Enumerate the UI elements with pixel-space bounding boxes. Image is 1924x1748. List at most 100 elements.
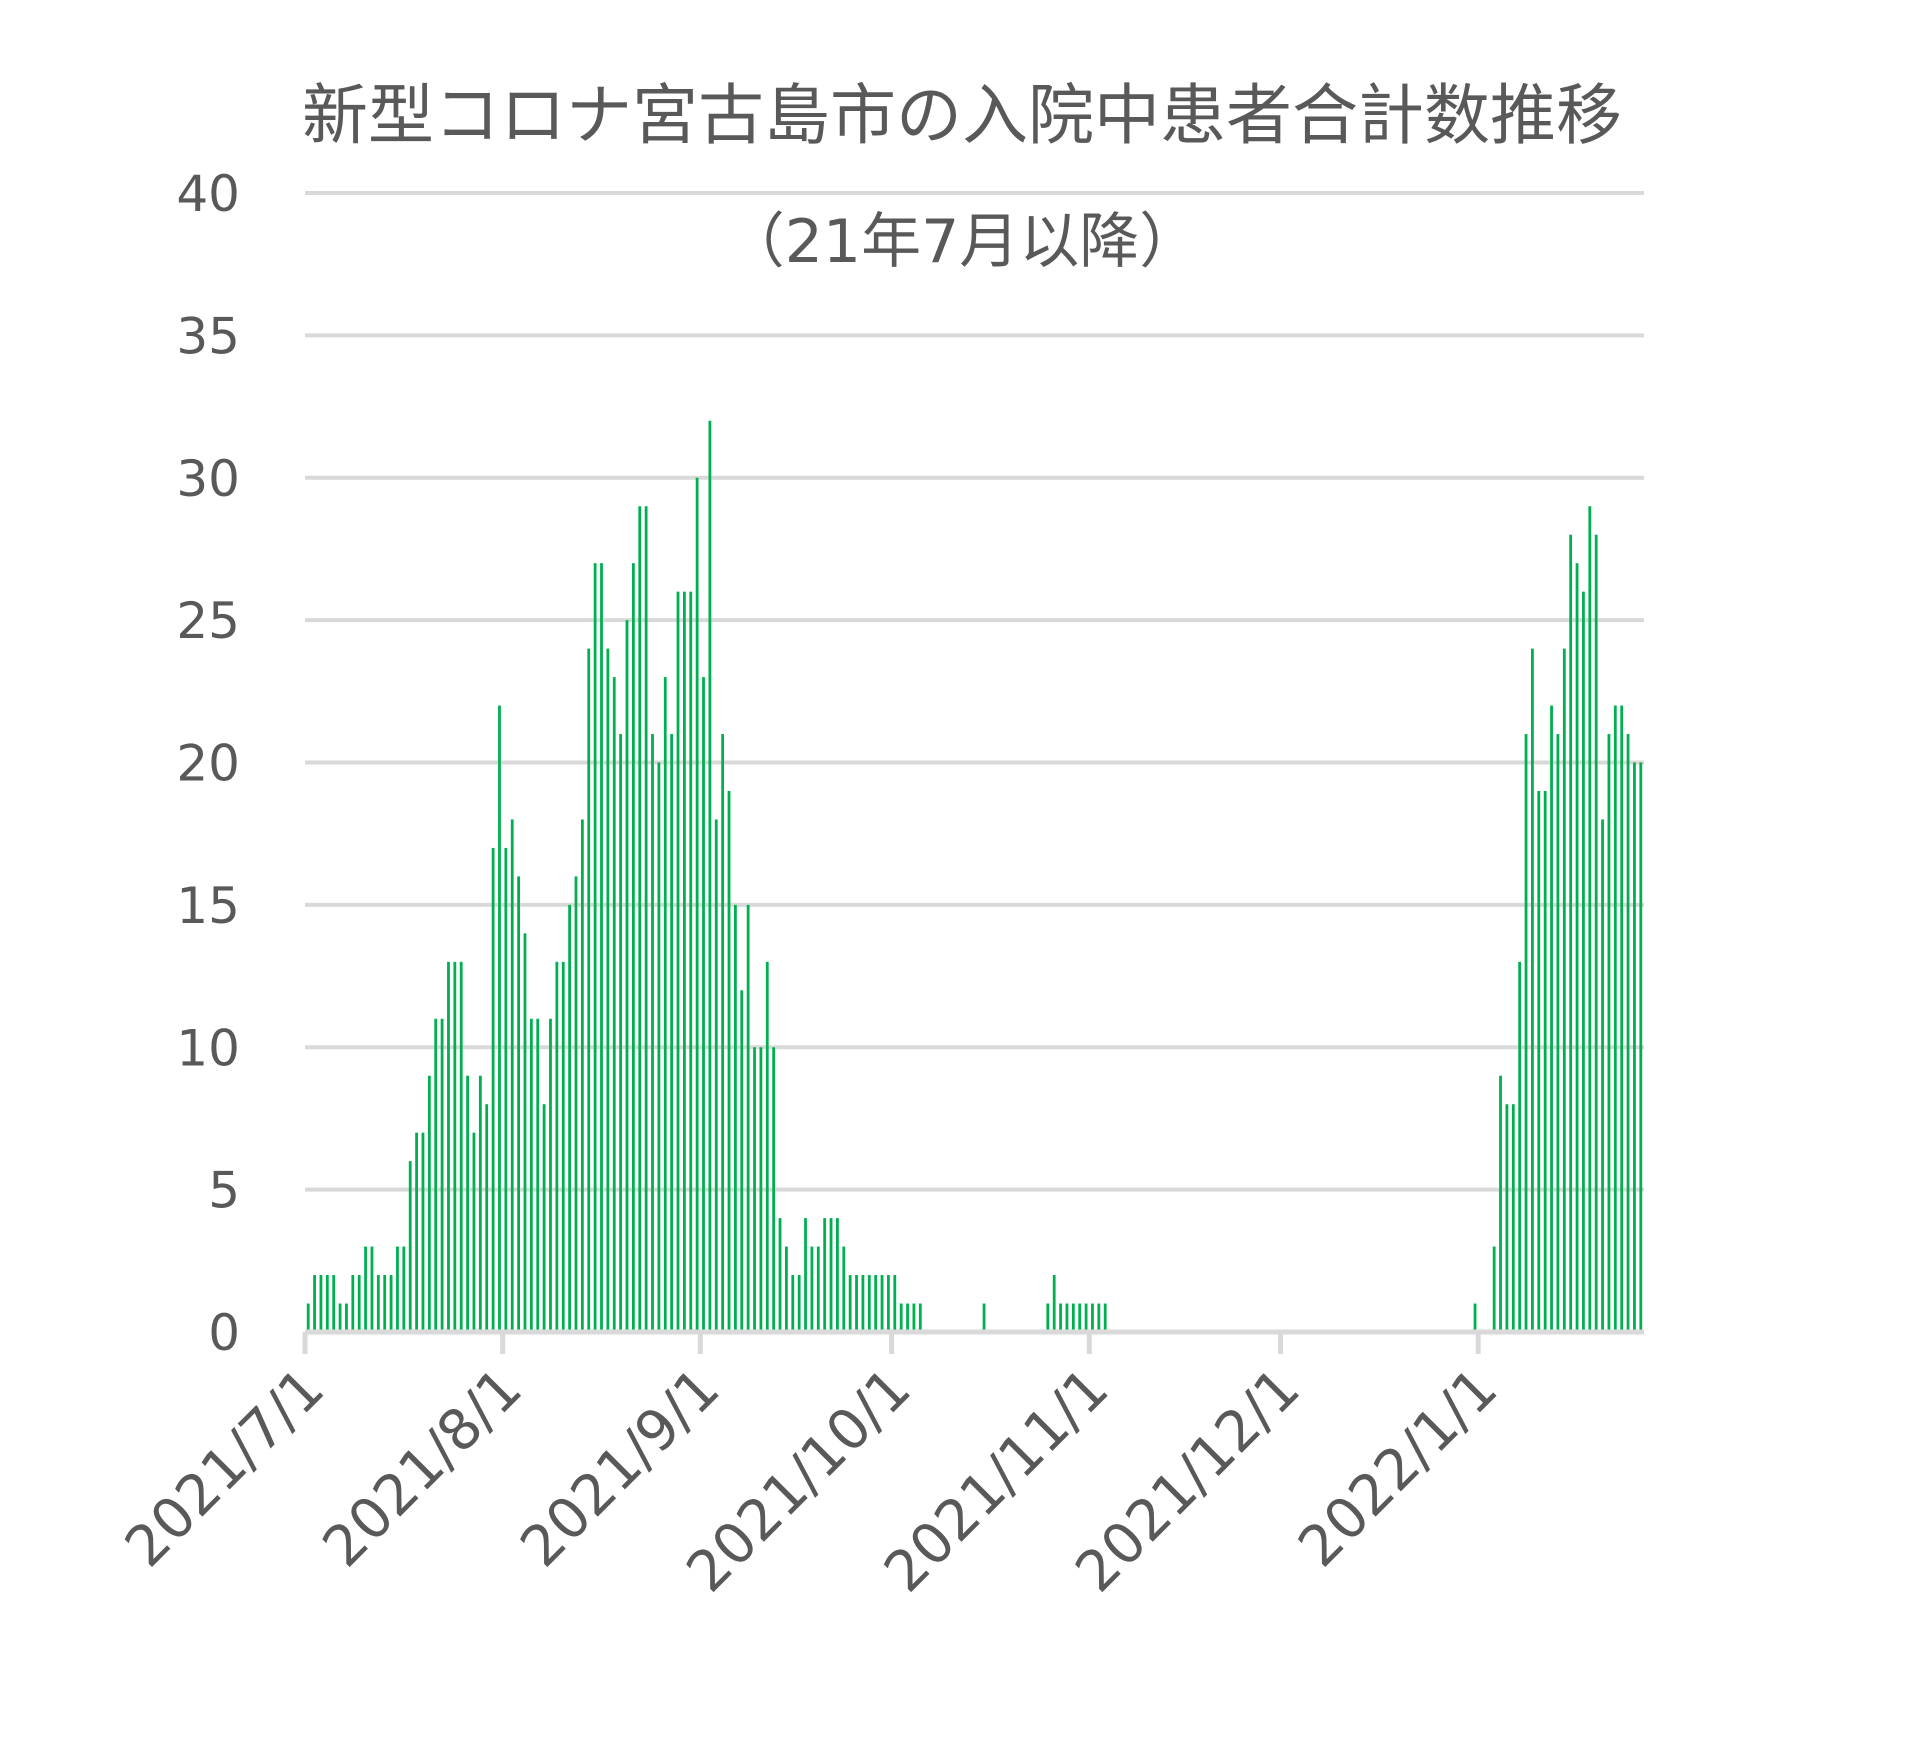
bar [1524,734,1528,1332]
bar [523,933,527,1332]
bar [561,961,565,1332]
bar [529,1018,533,1332]
bar [682,591,686,1332]
bar [842,1246,846,1332]
bar [325,1275,329,1332]
bar [587,648,591,1332]
bar [504,847,508,1332]
bar [1550,705,1553,1332]
bar [1562,648,1566,1332]
bar [899,1303,903,1332]
bar [415,1132,418,1332]
bar [485,1104,489,1332]
bar [517,876,521,1332]
bar [1531,648,1534,1332]
bar [867,1275,871,1332]
bar [345,1303,348,1332]
bar [574,876,578,1332]
y-tick-label: 0 [208,1304,240,1362]
bar [829,1218,833,1332]
bar [1511,1104,1515,1332]
y-tick-label: 35 [176,307,240,365]
bar [1582,591,1585,1332]
x-tick-label: 2022/1/1 [1286,1356,1510,1580]
bar [606,648,610,1332]
bar [389,1275,393,1332]
bar [1594,534,1598,1332]
bar [376,1275,380,1332]
bar [1569,534,1573,1332]
bar [555,961,559,1332]
bar [338,1303,342,1332]
bar [663,677,667,1332]
bar [1078,1303,1082,1332]
bar [447,961,450,1332]
bar [1492,1246,1496,1332]
bar [836,1218,839,1332]
bar [542,1104,546,1332]
bar [778,1218,782,1332]
bar [644,506,648,1333]
bar [453,961,457,1332]
y-tick-label: 20 [176,735,240,793]
bar [1575,563,1579,1332]
bar [785,1246,788,1332]
bar [657,762,661,1332]
bar [631,563,635,1332]
bar [689,591,693,1332]
bar [1071,1303,1075,1332]
bar [510,819,514,1332]
bar [1473,1303,1477,1332]
y-tick-label: 15 [176,877,240,935]
bar [1613,705,1617,1332]
bar [383,1275,387,1332]
bar [733,904,737,1332]
bar [364,1246,367,1332]
bar [1046,1303,1050,1332]
bar [874,1275,878,1332]
bar [1499,1075,1502,1332]
bar [1091,1303,1094,1332]
bar [1543,790,1547,1332]
bar [472,1132,476,1332]
bar [670,734,674,1332]
bar [772,1047,776,1332]
bar [855,1275,858,1332]
bar [440,1018,444,1332]
chart-title: 新型コロナ宮古島市の入院中患者合計数推移 [302,77,1622,154]
bar [459,961,463,1332]
y-tick-label: 40 [176,165,240,223]
bar [1620,705,1624,1332]
bar [396,1246,399,1332]
bar [740,990,744,1332]
bar [466,1075,469,1332]
bar [1633,762,1636,1332]
bar [619,734,623,1332]
x-axis: 2021/7/12021/8/12021/9/12021/10/12021/11… [113,1329,1644,1605]
bar [427,1075,431,1332]
bar [912,1303,916,1332]
bar [593,563,597,1332]
bar [746,904,750,1332]
y-tick-label: 30 [176,450,240,508]
bar [676,591,680,1332]
bar [1607,734,1611,1332]
bar [1601,819,1604,1332]
bar [651,734,654,1332]
bar [1556,734,1560,1332]
bar [332,1275,336,1332]
bar [568,904,572,1332]
bar [370,1246,374,1332]
y-tick-label: 25 [176,592,240,650]
bar-series [306,420,1643,1333]
bar [702,677,705,1332]
bar [714,819,718,1332]
bar [306,1303,310,1332]
y-tick-label: 5 [208,1162,240,1220]
bar [1052,1275,1056,1332]
bar [1505,1104,1509,1332]
bar [421,1132,425,1332]
bar [759,1047,763,1332]
bar [1518,961,1522,1332]
